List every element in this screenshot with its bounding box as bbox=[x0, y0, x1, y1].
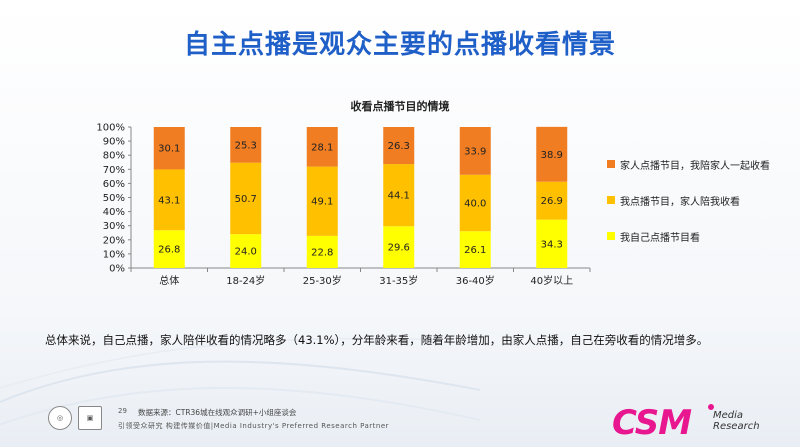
data-source: 数据来源：CTR36城在线观众调研+小组座谈会 bbox=[138, 408, 297, 417]
x-category-label: 25-30岁 bbox=[303, 274, 342, 287]
data-label: 43.1 bbox=[158, 195, 180, 206]
bar-segment bbox=[153, 169, 185, 231]
chart-title: 收看点播节目的情境 bbox=[350, 100, 450, 113]
bar-segment bbox=[536, 181, 568, 220]
y-tick-label: 0% bbox=[109, 264, 125, 275]
legend-label: 我自己点播节目看 bbox=[620, 232, 700, 244]
data-label: 28.1 bbox=[311, 142, 333, 153]
bar-segment bbox=[306, 235, 338, 268]
chart-legend: 家人点播节目，我陪家人一起收看 我点播节目，家人陪我收看 我自己点播节目看 bbox=[607, 155, 797, 263]
data-label: 22.8 bbox=[311, 247, 333, 258]
y-tick-label: 90% bbox=[103, 137, 125, 148]
y-tick-label: 20% bbox=[103, 235, 125, 246]
logo-subtitle: Media Research bbox=[713, 410, 760, 432]
legend-label: 我点播节目，家人陪我收看 bbox=[620, 196, 740, 208]
x-category-label: 31-35岁 bbox=[379, 274, 418, 287]
y-tick-label: 10% bbox=[103, 249, 125, 260]
data-label: 26.8 bbox=[158, 245, 180, 256]
certification-mark-icon: ▣ bbox=[78, 406, 102, 430]
legend-swatch bbox=[607, 196, 615, 204]
legend-item: 我自己点播节目看 bbox=[607, 227, 797, 245]
y-tick-label: 100% bbox=[96, 123, 125, 134]
data-label: 26.1 bbox=[464, 245, 486, 256]
csm-logo: CSM bbox=[612, 403, 692, 443]
bar-segment bbox=[306, 127, 338, 167]
certification-badges: ◎ ▣ bbox=[48, 406, 102, 430]
y-tick-label: 50% bbox=[103, 193, 125, 204]
data-label: 29.6 bbox=[388, 243, 410, 254]
bar-segment bbox=[459, 127, 491, 175]
bar-segment bbox=[230, 127, 262, 163]
bar-segment bbox=[153, 230, 185, 268]
bar-segment bbox=[459, 231, 491, 268]
bar-segment bbox=[459, 174, 491, 232]
data-label: 33.9 bbox=[464, 146, 486, 157]
bar-segment bbox=[230, 162, 262, 235]
summary-text: 总体来说，自己点播，家人陪伴收看的情况略多（43.1%），分年龄来看，随着年龄增… bbox=[45, 333, 709, 347]
y-tick-label: 60% bbox=[103, 179, 125, 190]
page-title: 自主点播是观众主要的点播收看情景 bbox=[183, 30, 616, 60]
data-label: 44.1 bbox=[388, 191, 410, 202]
bar-segment bbox=[230, 234, 262, 268]
data-label: 50.7 bbox=[235, 194, 257, 205]
data-label: 49.1 bbox=[311, 197, 333, 208]
bar-segment bbox=[536, 126, 568, 182]
data-label: 24.0 bbox=[235, 247, 257, 258]
data-label: 26.9 bbox=[541, 196, 563, 207]
bar-segment bbox=[383, 164, 415, 227]
data-label: 40.0 bbox=[464, 198, 486, 209]
bar-segment bbox=[536, 219, 568, 268]
bar-segment bbox=[306, 166, 338, 236]
page-number: 29 bbox=[118, 407, 127, 415]
y-tick-label: 70% bbox=[103, 165, 125, 176]
logo-subtitle-media: Media bbox=[713, 410, 744, 421]
bar-segment bbox=[383, 226, 415, 268]
y-tick-label: 80% bbox=[103, 151, 125, 162]
logo-subtitle-research: Research bbox=[713, 421, 760, 432]
legend-item: 家人点播节目，我陪家人一起收看 bbox=[607, 155, 797, 173]
data-label: 26.3 bbox=[388, 141, 410, 152]
x-category-label: 总体 bbox=[159, 274, 179, 287]
y-tick-label: 30% bbox=[103, 221, 125, 232]
data-label: 34.3 bbox=[541, 239, 563, 250]
data-label: 30.1 bbox=[158, 144, 180, 155]
x-category-label: 40岁以上 bbox=[530, 274, 573, 287]
stacked-bar-chart: 0% 10% 20% 30% 40% 50% 60% 70% 80% 90% 100% 26.8 43.… bbox=[96, 123, 591, 287]
certification-seal-icon: ◎ bbox=[48, 406, 72, 430]
bar-segment bbox=[383, 127, 415, 165]
legend-label: 家人点播节目，我陪家人一起收看 bbox=[620, 160, 770, 172]
data-label: 38.9 bbox=[541, 150, 563, 161]
legend-swatch bbox=[607, 160, 615, 168]
legend-swatch bbox=[607, 232, 615, 240]
x-category-label: 36-40岁 bbox=[456, 274, 495, 287]
x-category-label: 18-24岁 bbox=[226, 274, 265, 287]
data-label: 25.3 bbox=[235, 140, 257, 151]
company-tagline: 引领受众研究 构建传媒价值|Media Industry's Preferred… bbox=[118, 422, 390, 430]
bar-segment bbox=[153, 127, 185, 170]
legend-item: 我点播节目，家人陪我收看 bbox=[607, 191, 797, 209]
y-tick-label: 40% bbox=[103, 207, 125, 218]
logo-dot-icon bbox=[708, 404, 714, 410]
